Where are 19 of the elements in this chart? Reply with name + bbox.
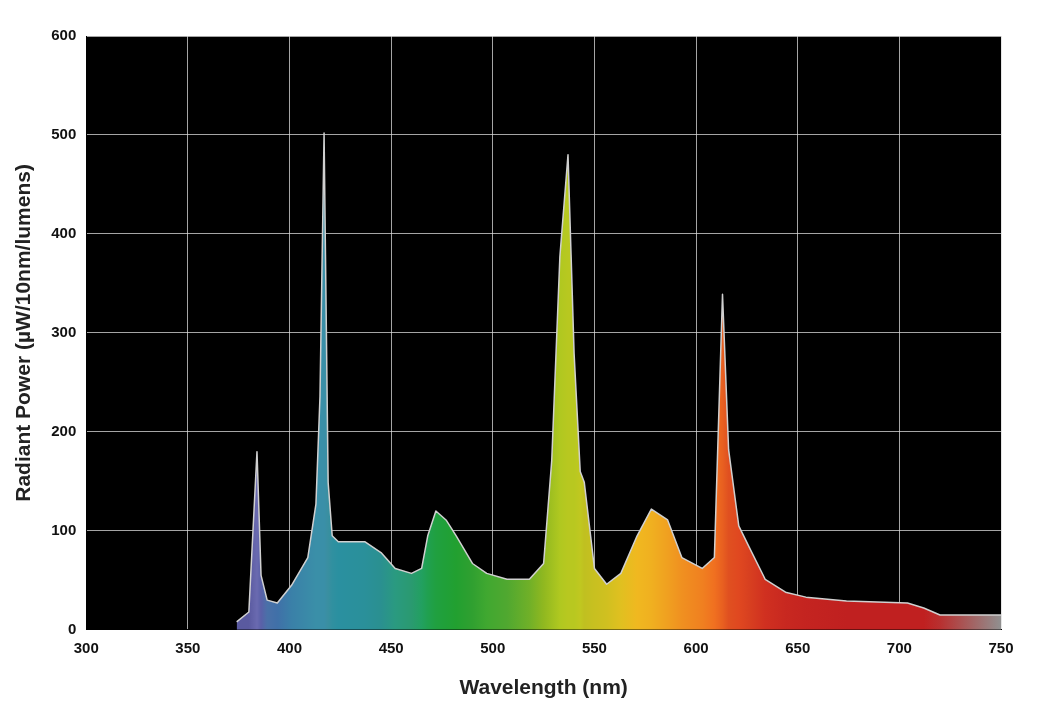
- x-tick-label: 350: [175, 638, 201, 656]
- y-tick-label: 100: [51, 520, 77, 538]
- y-tick-label: 500: [51, 125, 77, 143]
- x-tick-label: 650: [785, 638, 811, 656]
- x-tick-label: 600: [683, 638, 709, 656]
- x-tick-label: 300: [73, 638, 99, 656]
- y-tick-label: 600: [51, 26, 77, 44]
- x-axis-title: Wavelength (nm): [459, 675, 628, 699]
- y-tick-label: 300: [51, 323, 77, 341]
- y-tick-label: 0: [67, 619, 77, 637]
- y-tick-label: 400: [51, 224, 77, 242]
- x-tick-label: 450: [378, 638, 404, 656]
- x-tick-label: 400: [276, 638, 303, 656]
- x-tick-label: 500: [480, 638, 506, 656]
- y-axis-title: Radiant Power (µW/10nm/lumens): [11, 164, 35, 502]
- x-tick-label: 700: [886, 638, 912, 656]
- x-tick-label: 550: [581, 638, 607, 656]
- x-tick-label: 750: [988, 638, 1014, 656]
- y-tick-label: 200: [51, 422, 77, 440]
